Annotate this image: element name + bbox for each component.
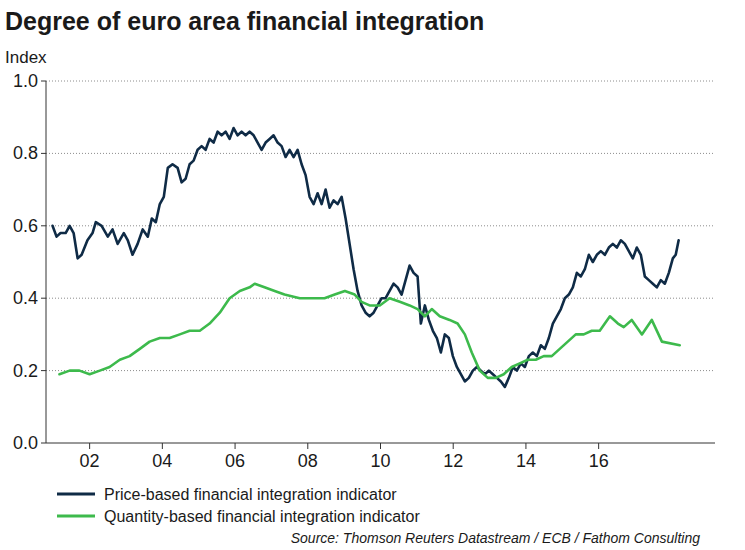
y-tick [41,81,46,82]
grid-line [46,81,715,82]
x-tick-label: 08 [298,451,318,471]
y-tick [41,370,46,371]
y-tick [41,443,46,444]
x-tick [525,443,526,449]
plot-area [53,128,680,387]
x-tick [235,443,236,449]
y-tick-label: 1.0 [13,71,38,91]
grid-line [46,370,715,371]
y-axis [46,81,47,443]
grid-line [46,153,715,154]
x-tick [380,443,381,449]
x-tick-label: 12 [443,451,463,471]
source: Source: Thomson Reuters Datastream / ECB… [291,530,700,546]
series-line [53,128,679,387]
y-tick-label: 0.8 [13,143,38,163]
x-tick [453,443,454,449]
y-tick-label: 0.0 [13,433,38,453]
x-tick-label: 16 [589,451,609,471]
legend-label: Price-based financial integration indica… [104,486,397,503]
y-tick [41,225,46,226]
legend-label: Quantity-based financial integration ind… [104,508,420,525]
x-tick-label: 10 [370,451,390,471]
x-tick-label: 04 [152,451,172,471]
y-tick-label: 0.4 [13,288,38,308]
x-tick [598,443,599,449]
y-tick [41,153,46,154]
x-tick-label: 06 [225,451,245,471]
legend-swatch [57,493,95,496]
grid-line [46,225,715,226]
y-tick-label: 0.2 [13,361,38,381]
series-line [59,284,679,378]
y-tick [41,298,46,299]
title: Degree of euro area financial integratio… [5,7,484,35]
x-tick-label: 14 [516,451,536,471]
x-tick [162,443,163,449]
x-tick [89,443,90,449]
chart: Degree of euro area financial integratio… [0,0,745,550]
x-tick [307,443,308,449]
y-axis-label: Index [5,48,47,67]
legend-swatch [57,515,95,518]
x-tick-label: 02 [80,451,100,471]
y-tick-label: 0.6 [13,216,38,236]
